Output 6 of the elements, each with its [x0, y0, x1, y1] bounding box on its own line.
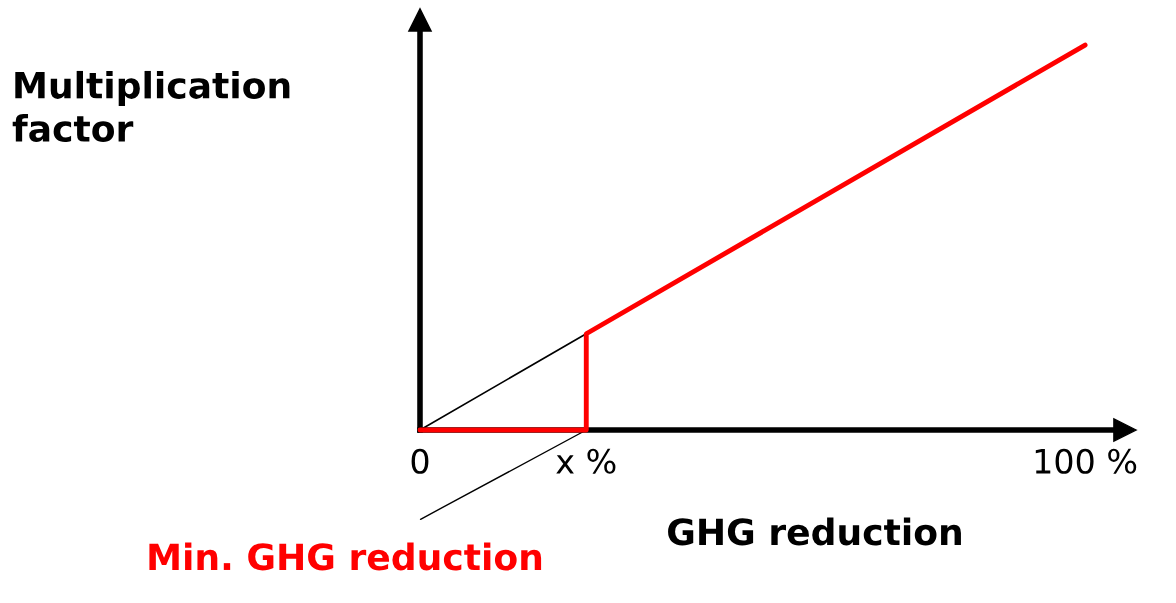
y-axis-title: Multiplication factor — [12, 70, 290, 143]
x-tick-label: x % — [556, 448, 616, 474]
x-tick-label: 100 % — [1035, 448, 1137, 474]
annotation: Min. GHG reduction — [149, 542, 542, 571]
x-axis-title: GHG reduction — [668, 517, 961, 546]
x-tick-label: 0 — [411, 448, 429, 474]
